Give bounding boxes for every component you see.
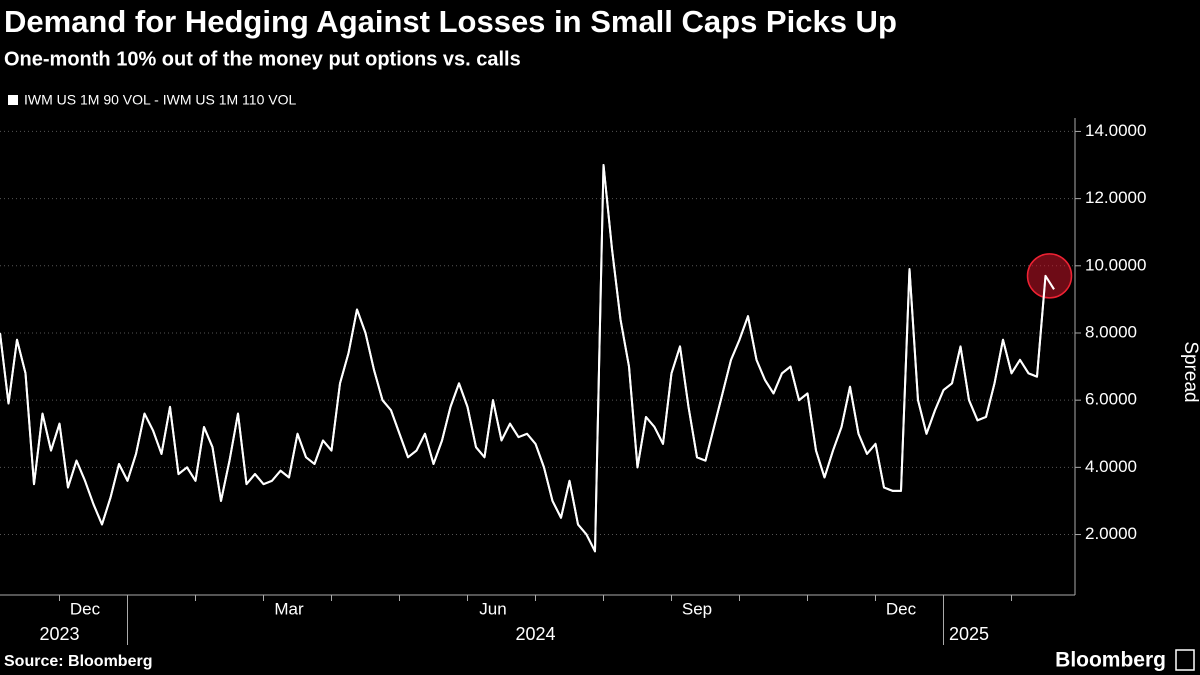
y-tick-label: 10.0000 bbox=[1085, 255, 1146, 274]
legend-label: IWM US 1M 90 VOL - IWM US 1M 110 VOL bbox=[24, 92, 296, 108]
chart-title: Demand for Hedging Against Losses in Sma… bbox=[4, 4, 897, 39]
x-year-label: 2023 bbox=[39, 624, 79, 644]
x-tick-label: Mar bbox=[274, 599, 304, 618]
y-tick-label: 4.0000 bbox=[1085, 457, 1137, 476]
x-tick-label: Jun bbox=[479, 599, 506, 618]
x-tick-label: Dec bbox=[70, 599, 101, 618]
y-tick-label: 2.0000 bbox=[1085, 524, 1137, 543]
chart-subtitle: One-month 10% out of the money put optio… bbox=[4, 48, 521, 70]
y-tick-label: 6.0000 bbox=[1085, 390, 1137, 409]
data-line bbox=[0, 164, 1055, 553]
x-year-label: 2025 bbox=[949, 624, 989, 644]
x-tick-label: Dec bbox=[886, 599, 917, 618]
logo-icon bbox=[1175, 649, 1195, 671]
x-tick-label: Sep bbox=[682, 599, 712, 618]
y-tick-label: 14.0000 bbox=[1085, 121, 1146, 140]
y-tick-label: 12.0000 bbox=[1085, 188, 1146, 207]
logo: Bloomberg bbox=[1055, 649, 1166, 672]
x-year-label: 2024 bbox=[515, 624, 555, 644]
source: Source: Bloomberg bbox=[4, 653, 152, 670]
highlight-circle bbox=[1026, 253, 1073, 299]
y-tick-label: 8.0000 bbox=[1085, 322, 1137, 341]
y-axis-label: Spread bbox=[1180, 341, 1200, 402]
legend-swatch bbox=[8, 95, 18, 105]
